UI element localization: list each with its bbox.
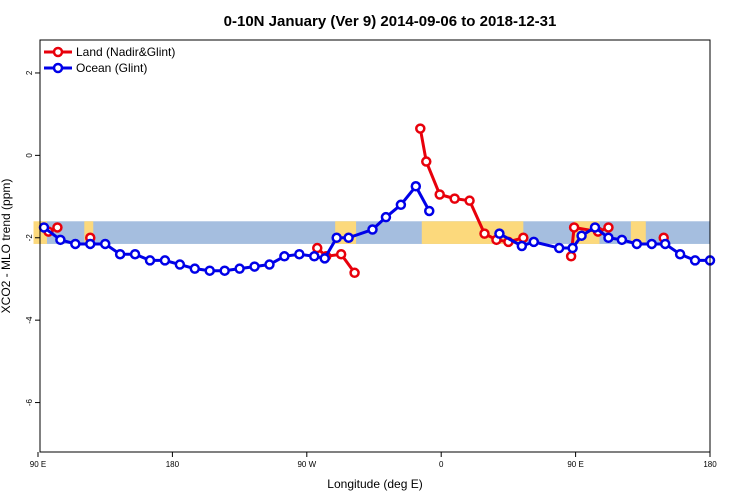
data-point xyxy=(279,251,290,262)
data-point xyxy=(410,181,422,192)
x-axis: 90 E 180 90 W 0 90 E 180 xyxy=(30,452,717,469)
data-point xyxy=(659,238,671,250)
x-tick-label: 90 W xyxy=(297,460,316,469)
data-point xyxy=(312,242,323,254)
series-line xyxy=(569,225,610,257)
data-point xyxy=(189,263,201,274)
data-point xyxy=(294,248,305,260)
data-point xyxy=(553,242,565,254)
data-point xyxy=(424,205,435,217)
data-point xyxy=(421,156,432,167)
data-point xyxy=(395,199,407,211)
data-point xyxy=(114,248,126,260)
data-point xyxy=(603,222,614,233)
data-point xyxy=(576,230,587,241)
data-point xyxy=(479,228,490,239)
data-point xyxy=(264,259,275,270)
data-point xyxy=(415,123,426,134)
data-point xyxy=(674,248,686,260)
y-axis: 2 0 -2 -4 -6 xyxy=(25,70,40,406)
data-point xyxy=(568,222,580,233)
data-point xyxy=(234,263,245,274)
data-point xyxy=(464,195,475,206)
x-tick-label: 90 E xyxy=(567,460,583,469)
data-point xyxy=(603,232,614,244)
data-point xyxy=(129,248,141,260)
data-point xyxy=(494,228,505,239)
y-tick-label: -4 xyxy=(25,316,34,324)
data-point xyxy=(319,253,330,264)
y-tick-label: -2 xyxy=(25,234,34,242)
data-point xyxy=(646,238,658,250)
chart-title: 0-10N January (Ver 9) 2014-09-06 to 2018… xyxy=(224,13,557,30)
data-point xyxy=(567,242,578,254)
y-tick-label: 0 xyxy=(25,153,34,158)
data-point xyxy=(589,222,601,233)
legend-ocean-label: Ocean (Glint) xyxy=(76,61,147,75)
data-point xyxy=(528,236,540,248)
y-axis-label: XCO2 - MLO trend (ppm) xyxy=(0,179,13,314)
plot-frame xyxy=(39,39,711,453)
legend-land-label: Land (Nadir&Glint) xyxy=(76,45,175,59)
data-point xyxy=(38,222,50,233)
data-point xyxy=(249,261,260,272)
x-axis-label: Longitude (deg E) xyxy=(327,477,422,491)
data-point xyxy=(616,234,628,246)
data-point xyxy=(367,224,378,235)
series-layer xyxy=(38,123,716,279)
data-point xyxy=(631,238,643,250)
data-point xyxy=(449,193,460,204)
data-point xyxy=(434,189,445,200)
legend-land-marker xyxy=(52,46,64,58)
data-point xyxy=(52,222,63,233)
data-point xyxy=(144,255,156,266)
y-tick-label: -6 xyxy=(25,398,34,406)
x-tick-label: 180 xyxy=(703,460,717,469)
series-ocean xyxy=(38,181,716,276)
data-point xyxy=(204,265,215,276)
data-point xyxy=(343,232,354,244)
data-point xyxy=(99,238,111,250)
data-point xyxy=(565,251,577,262)
data-point xyxy=(309,251,320,262)
land-patch xyxy=(84,221,94,244)
legend-ocean-marker xyxy=(52,62,64,74)
data-point xyxy=(70,238,81,250)
data-point xyxy=(518,232,529,244)
data-point xyxy=(85,238,96,250)
data-point xyxy=(380,211,392,223)
data-point xyxy=(516,240,528,252)
data-point xyxy=(219,265,230,276)
land-patch xyxy=(630,221,646,244)
data-point xyxy=(331,232,342,244)
x-tick-label: 90 E xyxy=(30,460,46,469)
data-point xyxy=(55,234,66,246)
data-point xyxy=(335,248,347,260)
legend: Land (Nadir&Glint) Ocean (Glint) xyxy=(44,45,175,75)
data-point xyxy=(159,255,171,266)
data-point xyxy=(689,255,701,266)
data-point xyxy=(349,267,360,279)
x-tick-label: 180 xyxy=(166,460,180,469)
series-line xyxy=(316,246,356,274)
x-tick-label: 0 xyxy=(439,460,444,469)
y-tick-label: 2 xyxy=(25,70,34,75)
data-point xyxy=(174,259,186,270)
plot-area xyxy=(33,39,716,453)
